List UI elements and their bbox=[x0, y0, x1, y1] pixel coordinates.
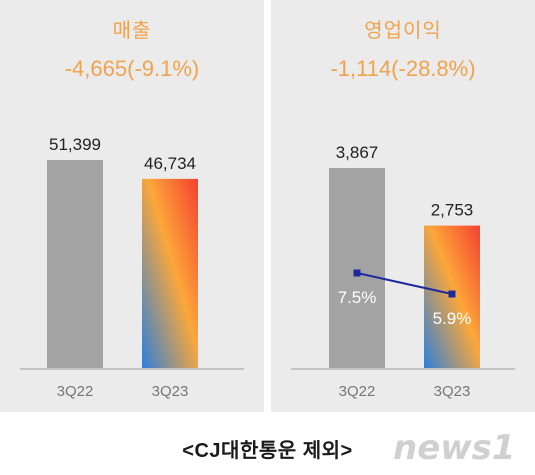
data-label-3q23: 2,753 bbox=[431, 201, 474, 220]
margin-label-3q23: 5.9% bbox=[433, 309, 472, 328]
tick-label-3q23: 3Q23 bbox=[152, 383, 189, 400]
data-label-3q22: 51,399 bbox=[49, 135, 101, 154]
revenue-chart: 51,399 3Q22 46,734 3Q23 bbox=[20, 135, 244, 400]
tick-label-3q22: 3Q22 bbox=[57, 383, 94, 400]
tick-label-3q22: 3Q22 bbox=[339, 383, 376, 400]
data-label-3q22: 3,867 bbox=[336, 143, 379, 162]
operating-profit-panel: 영업이익 -1,114(-28.8%) 3,867 3Q22 2,753 3Q23 7.… bbox=[271, 0, 535, 412]
footer-label: <CJ대한통운 제외> bbox=[182, 440, 353, 462]
bar-3q22 bbox=[329, 168, 385, 368]
margin-line bbox=[356, 272, 453, 295]
revenue-title: 매출 bbox=[112, 20, 152, 42]
margin-label-3q22: 7.5% bbox=[338, 288, 377, 307]
tick-label-3q23: 3Q23 bbox=[434, 383, 471, 400]
operating-profit-change: -1,114(-28.8%) bbox=[330, 56, 476, 81]
bar-3q22 bbox=[47, 160, 103, 368]
margin-point-3q22 bbox=[353, 269, 361, 277]
footer: <CJ대한통운 제외> news1 bbox=[0, 412, 535, 475]
data-label-3q23: 46,734 bbox=[144, 154, 196, 173]
revenue-panel: 매출 -4,665(-9.1%) 51,399 3Q22 46,734 3Q23 bbox=[0, 0, 264, 412]
operating-profit-title: 영업이익 bbox=[364, 20, 442, 42]
news1-watermark: news1 bbox=[393, 428, 516, 468]
operating-profit-chart: 3,867 3Q22 2,753 3Q23 7.5% 5.9% bbox=[291, 143, 515, 400]
revenue-change: -4,665(-9.1%) bbox=[64, 56, 200, 81]
bar-3q23 bbox=[142, 178, 198, 368]
margin-point-3q23 bbox=[448, 290, 456, 298]
